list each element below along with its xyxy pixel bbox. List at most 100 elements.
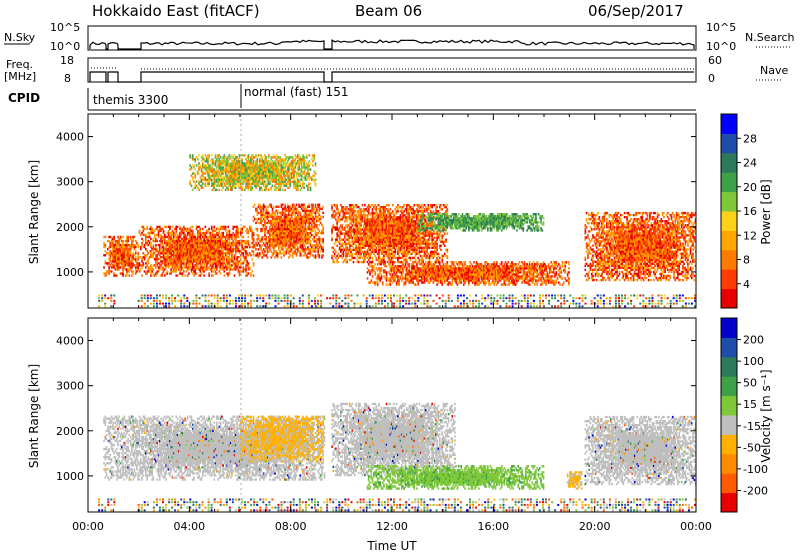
echo-cell (222, 181, 224, 183)
echo-cell (192, 156, 194, 158)
echo-cell (355, 245, 357, 247)
echo-cell (194, 177, 196, 179)
echo-cell (212, 274, 214, 276)
echo-cell (201, 181, 203, 183)
echo-cell (212, 232, 214, 234)
echo-cell (352, 245, 354, 247)
echo-cell (301, 187, 303, 189)
echo-cell (189, 228, 191, 230)
echo-cell (222, 234, 224, 236)
echo-cell (215, 270, 217, 272)
echo-cell (141, 258, 143, 260)
echo-cell (303, 187, 305, 189)
echo-cell (383, 255, 385, 257)
echo-cell (141, 242, 143, 244)
echo-cell (279, 187, 281, 189)
echo-cell (235, 185, 237, 187)
echo-cell (312, 206, 314, 208)
echo-cell (308, 164, 310, 166)
echo-cell (339, 241, 341, 243)
echo-cell (346, 206, 348, 208)
echo-cell (311, 214, 313, 216)
echo-cell (268, 154, 270, 156)
echo-cell (207, 158, 209, 160)
echo-cell (320, 238, 322, 240)
echo-cell (268, 156, 270, 158)
echo-cell (173, 232, 175, 234)
echo-cell (140, 248, 142, 250)
echo-cell (346, 255, 348, 257)
echo-cell (201, 160, 203, 162)
echo-cell (122, 236, 124, 238)
echo-cell (302, 206, 304, 208)
echo-cell (354, 206, 356, 208)
echo-cell (312, 254, 314, 256)
echo-cell (310, 168, 312, 170)
echo-cell (241, 246, 243, 248)
echo-cell (284, 168, 286, 170)
echo-cell (289, 179, 291, 181)
echo-cell (295, 206, 297, 208)
echo-cell (158, 232, 160, 234)
echo-cell (308, 160, 310, 162)
echo-cell (364, 216, 366, 218)
echo-cell (205, 183, 207, 185)
echo-cell (308, 166, 310, 168)
echo-cell (278, 166, 280, 168)
echo-cell (145, 248, 147, 250)
echo-cell (241, 160, 243, 162)
echo-cell (231, 264, 233, 266)
echo-cell (122, 240, 124, 242)
echo-cell (253, 160, 255, 162)
echo-cell (151, 228, 153, 230)
echo-cell (248, 154, 250, 156)
echo-cell (219, 232, 221, 234)
nsky-label: N.Sky (4, 31, 36, 44)
echo-cell (163, 270, 165, 272)
echo-cell (160, 234, 162, 236)
echo-cell (267, 252, 269, 254)
echo-cell (134, 248, 136, 250)
echo-cell (168, 266, 170, 268)
echo-cell (202, 187, 204, 189)
echo-cell (116, 246, 118, 248)
echo-cell (346, 259, 348, 261)
echo-cell (249, 181, 251, 183)
echo-cell (165, 246, 167, 248)
echo-cell (137, 266, 139, 268)
echo-cell (345, 257, 347, 259)
echo-cell (148, 244, 150, 246)
echo-cell (132, 252, 134, 254)
echo-cell (297, 156, 299, 158)
echo-cell (217, 234, 219, 236)
echo-cell (229, 262, 231, 264)
echo-cell (265, 158, 267, 160)
echo-cell (262, 238, 264, 240)
echo-cell (321, 256, 323, 258)
echo-cell (282, 177, 284, 179)
echo-cell (170, 256, 172, 258)
echo-cell (164, 274, 166, 276)
echo-cell (363, 212, 365, 214)
echo-cell (352, 237, 354, 239)
echo-cell (270, 158, 272, 160)
echo-cell (277, 254, 279, 256)
echo-cell (210, 234, 212, 236)
echo-cell (314, 158, 316, 160)
echo-cell (376, 249, 378, 251)
echo-cell (362, 218, 364, 220)
echo-cell (239, 252, 241, 254)
echo-cell (376, 251, 378, 253)
echo-cell (293, 172, 295, 174)
echo-cell (384, 206, 386, 208)
echo-cell (137, 258, 139, 260)
echo-cell (315, 179, 317, 181)
echo-cell (263, 252, 265, 254)
echo-cell (153, 232, 155, 234)
echo-cell (175, 268, 177, 270)
echo-cell (265, 187, 267, 189)
echo-cell (344, 214, 346, 216)
echo-cell (222, 187, 224, 189)
echo-cell (322, 250, 324, 252)
echo-cell (269, 236, 271, 238)
